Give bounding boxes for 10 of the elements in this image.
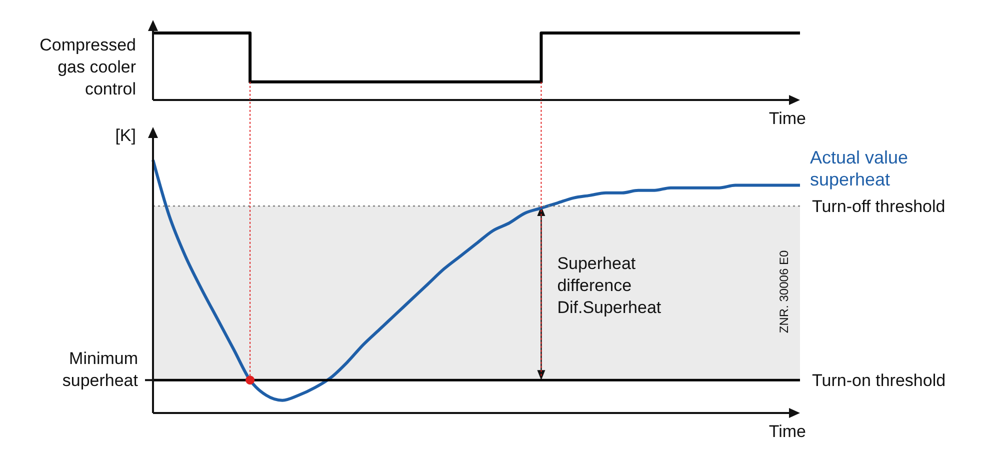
series-label: Actual value superheat [810, 147, 908, 190]
annotation: Superheat difference Dif.Superheat [557, 254, 662, 318]
y-axis-title: [K] [115, 126, 136, 145]
x-axis-title: Time [768, 109, 806, 128]
ref-line-label: Turn-on threshold [812, 371, 946, 390]
ref-line-label: Turn-off threshold [812, 197, 946, 216]
annotation: ZNR. 30006 E0 [777, 250, 791, 334]
x-axis-title: Time [768, 422, 806, 441]
text: Minimum superheat [62, 349, 138, 390]
y-axis-title: Compressed gas cooler control [40, 36, 136, 98]
